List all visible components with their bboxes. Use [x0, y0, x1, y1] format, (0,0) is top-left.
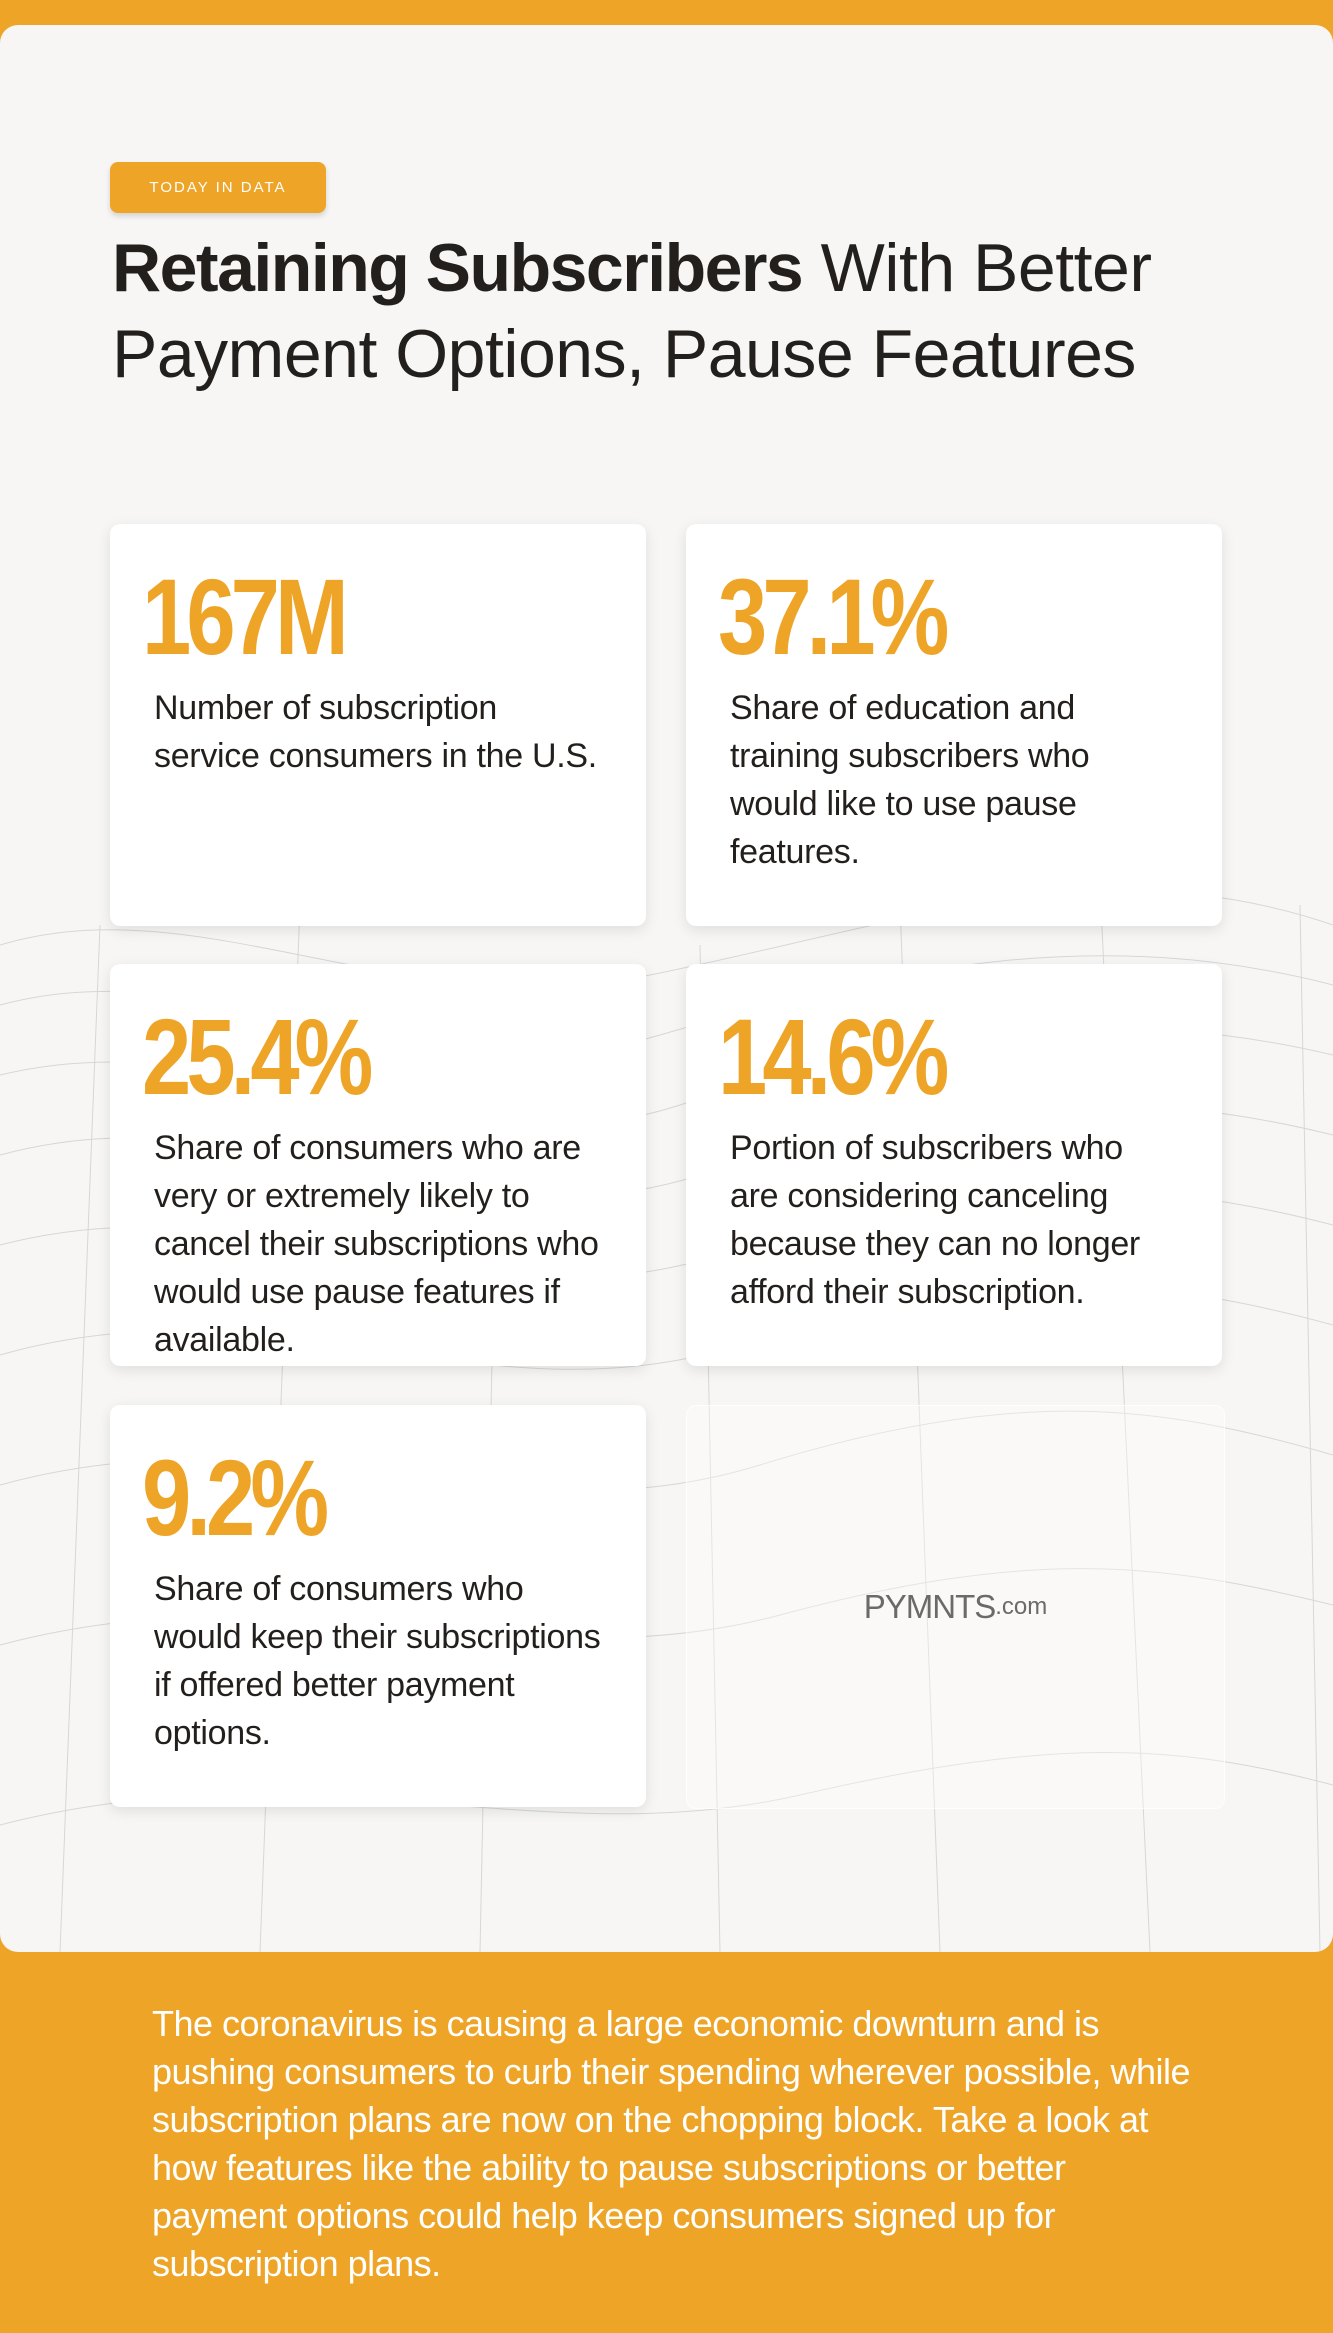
footer-text: The coronavirus is causing a large econo… [152, 2003, 1191, 2284]
stat-value: 9.2% [142, 1437, 329, 1558]
stat-card: 167M Number of subscription service consu… [110, 524, 646, 926]
badge: TODAY IN DATA [110, 162, 326, 213]
stat-description: Share of consumers who would keep their … [154, 1570, 601, 1752]
title-regular: With Better Payment Options, Pause Featu… [112, 230, 1152, 392]
content-panel: TODAY IN DATA Retaining Subscribers With… [0, 25, 1333, 1952]
logo: PYMNTS [863, 1588, 997, 1625]
stat-card: 25.4% Share of consumers who are very or … [110, 964, 646, 1366]
stat-description: Portion of subscribers who are consideri… [730, 1129, 1140, 1311]
stat-value: 25.4% [142, 996, 373, 1117]
stat-description: Share of education and training subscrib… [730, 689, 1090, 871]
stat-card: 14.6% Portion of subscribers who are cons… [686, 964, 1222, 1366]
stat-card: 37.1% Share of education and training sub… [686, 524, 1222, 926]
title-bold: Retaining Subscribers [112, 230, 804, 306]
logo-suffix: .com [995, 1593, 1048, 1620]
stat-description: Share of consumers who are very or extre… [154, 1129, 599, 1359]
stat-value: 14.6% [718, 996, 949, 1117]
stat-value: 37.1% [718, 556, 949, 677]
logo-box: PYMNTS .com [686, 1405, 1225, 1809]
title: Retaining Subscribers With Better Paymen… [112, 225, 1292, 397]
stat-card: 9.2% Share of consumers who would keep th… [110, 1405, 646, 1807]
stat-description: Number of subscription service consumers… [154, 689, 597, 775]
stat-value: 167M [142, 556, 349, 677]
